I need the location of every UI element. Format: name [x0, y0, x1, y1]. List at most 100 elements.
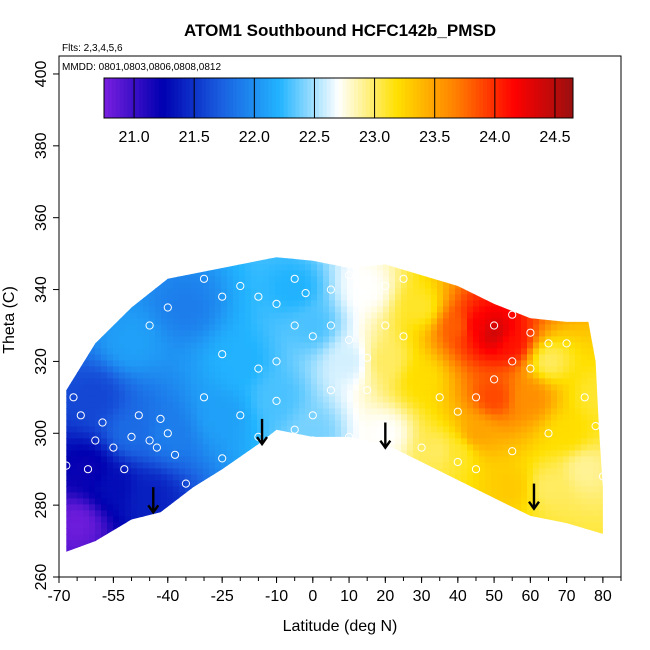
heatmap-cell — [491, 276, 498, 283]
heatmap-cell — [563, 408, 570, 415]
heatmap-cell — [425, 432, 432, 439]
heatmap-cell — [233, 270, 240, 277]
heatmap-cell — [59, 558, 66, 565]
heatmap-cell — [275, 540, 282, 547]
heatmap-cell — [203, 456, 210, 463]
heatmap-cell — [479, 414, 486, 421]
heatmap-cell — [239, 348, 246, 355]
heatmap-cell — [113, 366, 120, 373]
heatmap-cell — [275, 246, 282, 253]
heatmap-cell — [443, 390, 450, 397]
heatmap-cell — [497, 264, 504, 271]
heatmap-cell — [395, 282, 402, 289]
heatmap-cell — [437, 462, 444, 469]
heatmap-cell — [329, 246, 336, 253]
heatmap-cell — [569, 480, 576, 487]
heatmap-cell — [365, 522, 372, 529]
heatmap-cell — [107, 522, 114, 529]
heatmap-cell — [467, 282, 474, 289]
heatmap-cell — [419, 438, 426, 445]
heatmap-cell — [461, 534, 468, 541]
heatmap-cell — [605, 426, 612, 433]
heatmap-cell — [287, 444, 294, 451]
heatmap-cell — [173, 336, 180, 343]
heatmap-cell — [389, 414, 396, 421]
heatmap-cell — [71, 330, 78, 337]
heatmap-cell — [473, 306, 480, 313]
heatmap-cell — [575, 300, 582, 307]
heatmap-cell — [251, 546, 258, 552]
heatmap-cell — [365, 372, 372, 379]
heatmap-cell — [503, 516, 510, 523]
heatmap-cell — [329, 522, 336, 529]
heatmap-cell — [197, 348, 204, 355]
heatmap-cell — [185, 300, 192, 307]
heatmap-cell — [539, 330, 546, 337]
heatmap-cell — [71, 246, 78, 253]
sample-point — [526, 364, 535, 373]
heatmap-cell — [407, 324, 414, 331]
heatmap-cell — [485, 474, 492, 481]
heatmap-cell — [509, 246, 516, 253]
heatmap-cell — [503, 336, 510, 343]
heatmap-cell — [107, 257, 114, 259]
heatmap-cell — [575, 318, 582, 325]
heatmap-cell — [149, 456, 156, 463]
heatmap-cell — [569, 312, 576, 319]
sample-point — [471, 465, 481, 474]
heatmap-cell — [377, 516, 384, 523]
heatmap-cell — [113, 432, 120, 439]
heatmap-cell — [407, 528, 414, 535]
heatmap-cell — [581, 366, 588, 373]
heatmap-cell — [263, 408, 270, 415]
heatmap-cell — [89, 372, 96, 379]
heatmap-cell — [131, 402, 138, 409]
sample-point — [326, 386, 335, 395]
heatmap-cell — [503, 408, 510, 415]
heatmap-cell — [137, 438, 144, 445]
heatmap-cell — [119, 282, 126, 289]
heatmap-cell — [431, 528, 438, 535]
heatmap-cell — [419, 408, 426, 415]
heatmap-cell — [101, 408, 108, 415]
heatmap-cell — [557, 546, 564, 552]
heatmap-cell — [287, 426, 294, 433]
heatmap-cell — [59, 282, 66, 289]
heatmap-cell — [227, 402, 234, 409]
heatmap-cell — [131, 390, 138, 397]
heatmap-cell — [293, 438, 300, 445]
heatmap-cell — [401, 486, 408, 493]
heatmap-cell — [581, 498, 588, 505]
colorbar-segment — [221, 78, 226, 118]
heatmap-cell — [485, 246, 492, 253]
heatmap-cell — [269, 342, 276, 349]
heatmap-cell — [377, 408, 384, 415]
heatmap-cell — [59, 402, 66, 409]
heatmap-cell — [239, 372, 246, 379]
heatmap-cell — [491, 462, 498, 469]
heatmap-cell — [287, 468, 294, 475]
heatmap-cell — [497, 456, 504, 463]
heatmap-cell — [407, 330, 414, 337]
heatmap-cell — [161, 438, 168, 445]
heatmap-cell — [155, 492, 162, 499]
heatmap-cell — [275, 342, 282, 349]
heatmap-cell — [263, 258, 270, 265]
heatmap-cell — [149, 516, 156, 523]
heatmap-cell — [131, 420, 138, 427]
heatmap-cell — [269, 438, 276, 445]
heatmap-cell — [605, 312, 612, 319]
heatmap-cell — [305, 558, 312, 565]
heatmap-cell — [209, 510, 216, 517]
heatmap-cell — [239, 336, 246, 343]
heatmap-cell — [335, 552, 342, 559]
heatmap-cell — [209, 438, 216, 445]
heatmap-cell — [467, 264, 474, 271]
heatmap-cell — [275, 522, 282, 529]
heatmap-cell — [311, 306, 318, 313]
heatmap-cell — [335, 426, 342, 433]
heatmap-cell — [383, 270, 390, 277]
heatmap-cell — [317, 444, 324, 451]
heatmap-cell — [305, 414, 312, 421]
heatmap-cell — [137, 330, 144, 337]
